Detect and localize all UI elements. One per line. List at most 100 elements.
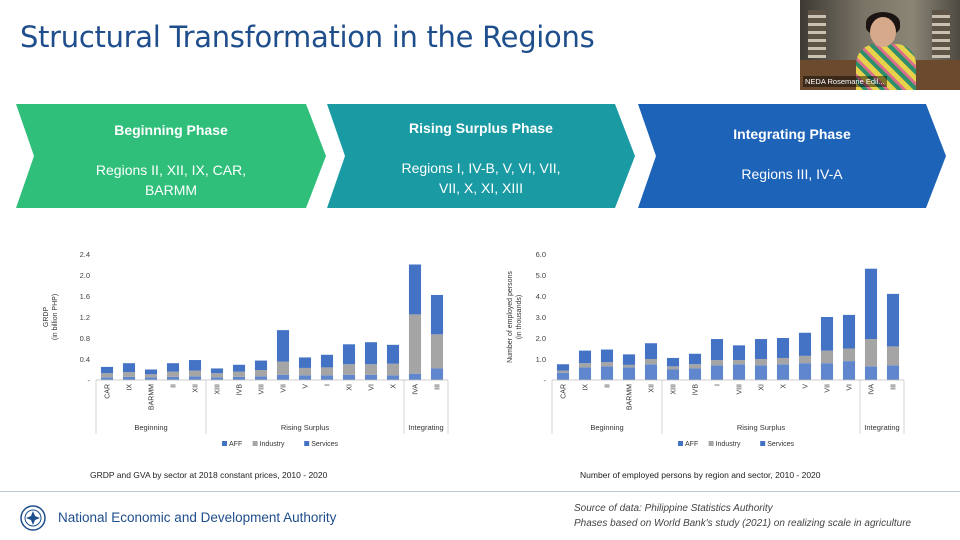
y-axis-label: Number of employed persons: [507, 271, 514, 363]
x-tick-label: I: [715, 384, 722, 386]
x-tick-label: IVA: [869, 384, 876, 395]
bar-segment-industry: [732, 360, 746, 365]
bar-segment-industry: [320, 367, 334, 376]
chevron-shape: [638, 104, 946, 208]
x-tick-label: IX: [583, 384, 590, 391]
bar-segment-aff: [144, 377, 158, 380]
legend-label: AFF: [685, 441, 698, 448]
bar-segment-services: [556, 364, 570, 371]
bar-segment-aff: [842, 361, 856, 380]
bar-segment-services: [666, 357, 680, 367]
bar-segment-services: [298, 357, 312, 368]
bar-segment-services: [886, 293, 900, 347]
y-tick-label: 2.0: [80, 271, 90, 280]
bar-segment-aff: [622, 367, 636, 380]
x-tick-label: VII: [825, 384, 832, 393]
bar-segment-industry: [166, 371, 180, 377]
x-tick-label: X: [781, 384, 788, 389]
bar-segment-services: [430, 294, 444, 335]
phase-integrating: Integrating Phase Regions III, IV-A: [638, 104, 946, 208]
bar-segment-aff: [754, 365, 768, 380]
phase-regions-line1: Regions II, XII, IX, CAR,: [95, 162, 247, 178]
y-tick-label: 2.0: [536, 334, 546, 343]
x-tick-label: IVB: [237, 384, 244, 396]
bar-segment-industry: [144, 374, 158, 378]
bar-segment-industry: [122, 372, 136, 377]
bar-segment-industry: [210, 373, 224, 378]
x-tick-label: XI: [347, 384, 354, 391]
legend-swatch: [252, 441, 258, 446]
bar-segment-industry: [864, 339, 878, 367]
phase-rising-surplus: Rising Surplus Phase Regions I, IV-B, V,…: [327, 104, 635, 208]
bar-segment-services: [578, 350, 592, 364]
x-tick-label: IVB: [693, 384, 700, 396]
y-tick-label: 2.4: [80, 250, 90, 259]
bar-segment-industry: [600, 362, 614, 367]
x-tick-label: XII: [649, 384, 656, 393]
legend-swatch: [304, 441, 310, 446]
y-tick-label: 4.0: [536, 292, 546, 301]
grdp-chart: 2.4 2.0 1.6 1.2 0.8 0.4 - GRDP (in billion PHP) C…: [43, 250, 449, 448]
phase-title: Rising Surplus Phase: [409, 120, 553, 136]
bar-segment-aff: [100, 377, 114, 380]
bar-segment-services: [842, 314, 856, 349]
phases-note-line: Phases based on World Bank's study (2021…: [574, 518, 912, 529]
bar-segment-services: [276, 330, 290, 362]
bar-segment-industry: [820, 350, 834, 364]
bar-segment-services: [864, 268, 878, 340]
y-tick-label: 1.6: [80, 292, 90, 301]
bar-segment-services: [710, 339, 724, 361]
bar-segment-aff: [776, 364, 790, 380]
bar-segment-industry: [666, 366, 680, 370]
bar-segment-industry: [276, 361, 290, 375]
group-label: Beginning: [134, 423, 167, 432]
bar-segment-aff: [254, 376, 268, 380]
y-tick-label: 6.0: [536, 250, 546, 259]
bar-segment-aff: [798, 363, 812, 380]
legend-swatch: [222, 441, 227, 446]
x-tick-label: V: [803, 384, 810, 389]
x-tick-label: XII: [193, 384, 200, 393]
bar-segment-services: [386, 344, 400, 364]
y-axis-label: (in billion PHP): [52, 294, 59, 340]
bar-segment-services: [644, 343, 658, 359]
bar-segment-aff: [710, 365, 724, 380]
participant-video-tile[interactable]: NEDA Rosemarie Edil...: [800, 0, 960, 90]
bar-segment-industry: [578, 363, 592, 368]
bar-segment-services: [166, 363, 180, 372]
bar-segment-industry: [100, 373, 114, 378]
bar-segment-industry: [556, 370, 570, 373]
phase-title: Integrating Phase: [733, 126, 851, 142]
bar-segment-aff: [666, 369, 680, 380]
phase-regions-line1: Regions III, IV-A: [741, 166, 843, 182]
y-tick-label: -: [88, 376, 91, 385]
legend-label: AFF: [229, 441, 242, 448]
bar-segment-services: [408, 264, 422, 315]
x-tick-label: VIII: [737, 384, 744, 395]
participant-name-label: NEDA Rosemarie Edil...: [803, 76, 887, 87]
bar-segment-services: [188, 360, 202, 371]
x-tick-label: III: [435, 384, 442, 390]
source-note: Source of data: Philippine Statistics Au…: [574, 501, 911, 531]
x-tick-label: BARMM: [627, 384, 634, 410]
bar-segment-industry: [710, 360, 724, 366]
bar-segment-industry: [254, 370, 268, 377]
legend-swatch: [678, 441, 683, 446]
legend-label: Services: [311, 441, 338, 448]
bar-segment-aff: [644, 364, 658, 380]
bar-segment-aff: [232, 376, 246, 380]
x-tick-label: V: [303, 384, 310, 389]
bar-segment-industry: [754, 359, 768, 366]
y-tick-label: 3.0: [536, 313, 546, 322]
bar-segment-aff: [188, 376, 202, 380]
legend-swatch: [708, 441, 714, 446]
bar-segment-industry: [776, 357, 790, 365]
bar-segment-services: [600, 349, 614, 363]
bar-segment-services: [342, 344, 356, 365]
participant-body: [856, 44, 916, 90]
bar-segment-aff: [886, 365, 900, 380]
x-tick-label: I: [325, 384, 332, 386]
bar-segment-aff: [298, 375, 312, 380]
participant-avatar: [870, 17, 896, 47]
bar-segment-industry: [364, 364, 378, 375]
